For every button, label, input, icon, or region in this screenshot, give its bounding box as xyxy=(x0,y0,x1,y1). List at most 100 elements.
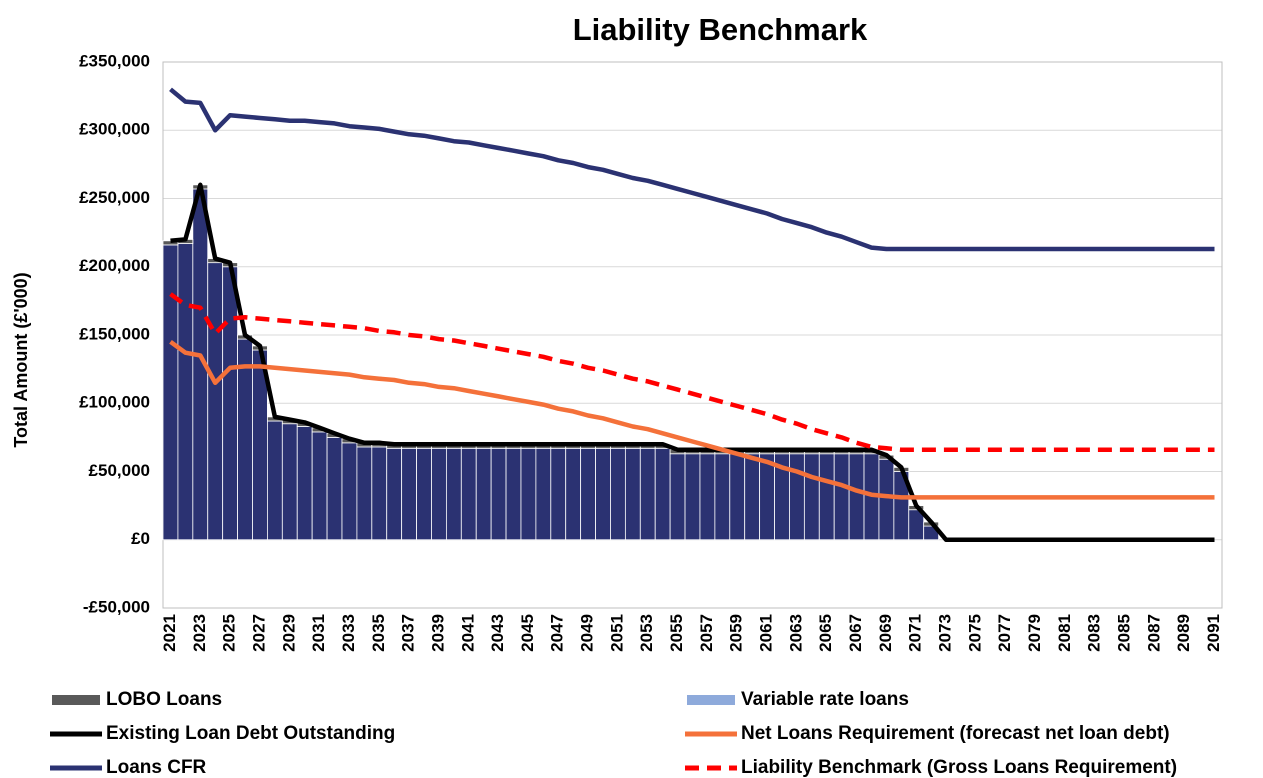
bar-segment xyxy=(237,338,253,541)
x-tick-label: 2077 xyxy=(995,614,1014,652)
bar-segment xyxy=(565,447,582,541)
bar-segment xyxy=(833,453,850,541)
x-tick-label: 2055 xyxy=(667,614,686,652)
series-line xyxy=(169,87,1215,252)
x-tick-label: 2059 xyxy=(727,614,746,652)
y-tick-label: £300,000 xyxy=(79,120,150,139)
bar-segment xyxy=(445,447,462,541)
x-tick-label: 2081 xyxy=(1055,614,1074,652)
x-tick-label: 2037 xyxy=(399,614,418,652)
y-tick-label: £0 xyxy=(131,529,150,548)
bar-segment xyxy=(803,453,820,541)
bar-segment xyxy=(281,423,298,541)
bar-segment xyxy=(371,446,388,541)
x-tick-label: 2087 xyxy=(1144,614,1163,652)
bar-segment xyxy=(535,447,552,541)
y-tick-label: £350,000 xyxy=(79,51,150,70)
bar-segment xyxy=(505,447,522,541)
legend-swatch xyxy=(52,695,100,705)
bar-segment xyxy=(341,442,358,541)
x-tick-label: 2071 xyxy=(906,614,925,652)
x-tick-label: 2063 xyxy=(786,614,805,652)
bar-segment xyxy=(222,266,238,541)
x-tick-label: 2085 xyxy=(1115,614,1134,652)
bar-segment xyxy=(714,453,731,541)
bar-segment xyxy=(326,436,343,541)
legend-label: Loans CFR xyxy=(106,757,207,778)
x-tick-label: 2067 xyxy=(846,614,865,652)
x-tick-label: 2041 xyxy=(458,614,477,652)
bar-segment xyxy=(878,458,895,541)
y-tick-label: £200,000 xyxy=(79,256,150,275)
x-tick-label: 2053 xyxy=(637,614,656,652)
bar-segment xyxy=(475,447,492,541)
bar-segment xyxy=(789,453,805,541)
y-axis-title: Total Amount (£'000) xyxy=(11,272,31,447)
x-tick-label: 2031 xyxy=(309,614,328,652)
x-tick-label: 2029 xyxy=(279,614,298,652)
bar-segment xyxy=(386,447,403,541)
legend-label: Liability Benchmark (Gross Loans Require… xyxy=(741,757,1177,778)
x-tick-label: 2045 xyxy=(518,614,537,652)
bar-segment xyxy=(669,453,686,541)
legend-label: Existing Loan Debt Outstanding xyxy=(106,723,395,744)
x-tick-label: 2079 xyxy=(1025,614,1044,652)
x-tick-label: 2035 xyxy=(369,614,388,652)
bar-segment xyxy=(416,447,432,541)
bar-segment xyxy=(520,447,537,541)
bar-segment xyxy=(162,244,179,541)
x-tick-label: 2023 xyxy=(190,614,209,652)
bar-segment xyxy=(550,447,567,541)
x-tick-label: 2027 xyxy=(249,614,268,652)
x-tick-label: 2051 xyxy=(607,614,626,652)
x-tick-label: 2025 xyxy=(220,614,239,652)
legend-label: Variable rate loans xyxy=(741,689,909,710)
bar-segment xyxy=(207,262,224,541)
bar-segment xyxy=(580,447,596,541)
x-tick-label: 2049 xyxy=(578,614,597,652)
y-tick-label: £250,000 xyxy=(79,188,150,207)
x-tick-label: 2073 xyxy=(936,614,955,652)
x-tick-label: 2033 xyxy=(339,614,358,652)
x-tick-label: 2065 xyxy=(816,614,835,652)
series-line xyxy=(169,292,1215,452)
bar-segment xyxy=(490,447,507,541)
bar-segment xyxy=(460,447,477,541)
series-line xyxy=(170,182,1215,543)
x-tick-label: 2069 xyxy=(876,614,895,652)
x-tick-label: 2061 xyxy=(757,614,776,652)
y-tick-label: £100,000 xyxy=(79,393,150,412)
chart-title: Liability Benchmark xyxy=(573,12,868,47)
bar-segment xyxy=(639,447,656,541)
bar-segment xyxy=(610,447,626,541)
bar-segment xyxy=(177,243,194,541)
bar-segment xyxy=(759,453,775,541)
legend-label: LOBO Loans xyxy=(106,689,222,710)
bar-segment xyxy=(654,447,671,541)
bar-segment xyxy=(818,453,835,541)
bar-segment xyxy=(595,447,611,541)
bar-segment xyxy=(431,447,447,541)
x-tick-label: 2091 xyxy=(1204,614,1223,652)
bar-segment xyxy=(848,453,865,541)
x-tick-label: 2043 xyxy=(488,614,507,652)
x-tick-label: 2039 xyxy=(428,614,447,652)
x-tick-label: 2089 xyxy=(1174,614,1193,652)
legend-swatch xyxy=(687,695,735,705)
x-tick-label: 2083 xyxy=(1085,614,1104,652)
bar-segment xyxy=(267,420,283,541)
y-tick-label: £150,000 xyxy=(79,324,150,343)
x-tick-label: 2057 xyxy=(697,614,716,652)
y-tick-label: £50,000 xyxy=(89,461,150,480)
bar-segment xyxy=(401,447,417,541)
bar-segment xyxy=(356,446,373,541)
x-tick-label: 2075 xyxy=(965,614,984,652)
y-tick-label: -£50,000 xyxy=(83,597,150,616)
bar-segment xyxy=(729,453,746,541)
bar-segment xyxy=(684,453,701,541)
bar-segment xyxy=(744,453,761,541)
bar-segment xyxy=(296,426,313,541)
series-line xyxy=(169,339,1215,500)
